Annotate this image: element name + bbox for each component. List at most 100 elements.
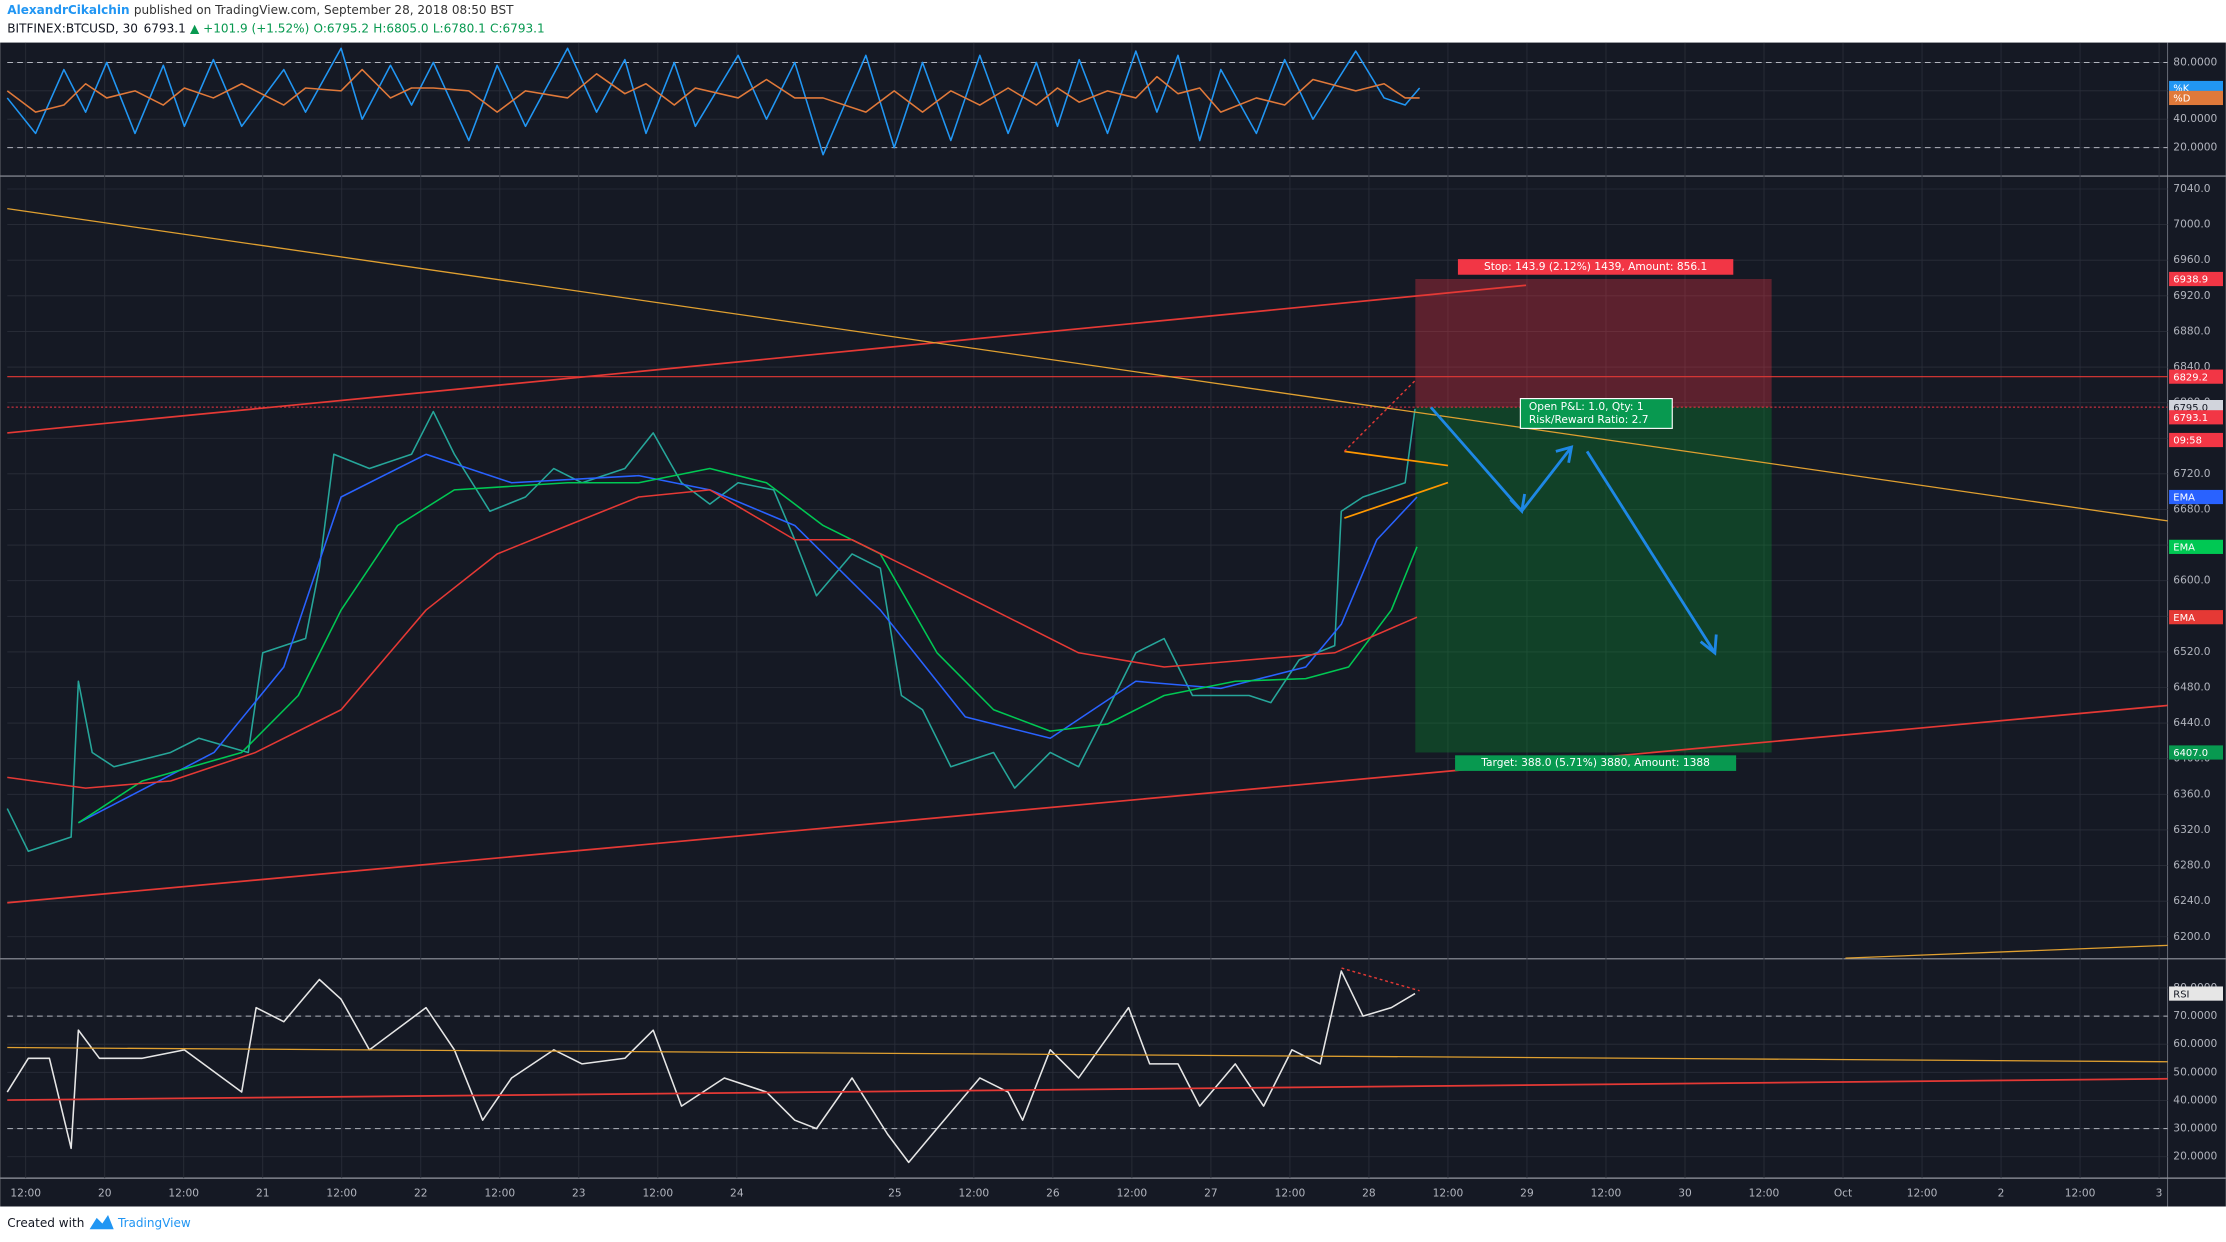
- low: L:6780.1: [433, 21, 486, 35]
- overlays: 12:00 20 12:00 21 12:00 22 12:00 23 12:00 24 25 12:…: [10, 80, 2223, 1200]
- chart-bg: [0, 42, 2226, 1207]
- y-tick-label: 50.0000: [2173, 1065, 2217, 1078]
- y-tick-label: 6440.0: [2173, 716, 2210, 729]
- trend-line: [7, 208, 2168, 522]
- y-tick-label: 40.0000: [2173, 112, 2217, 125]
- symbol-line: BITFINEX:BTCUSD, 30 6793.1 ▲ +101.9 (+1.52…: [7, 21, 544, 35]
- y-tick-label: 6240.0: [2173, 894, 2210, 907]
- series-label: RSI: [2173, 989, 2189, 1000]
- created-with: Created with: [7, 1216, 84, 1230]
- stop-zone: [1415, 278, 1772, 408]
- x-tick-label: 12:00: [1433, 1187, 1464, 1200]
- x-tick-label: 28: [1362, 1187, 1376, 1200]
- y-tick-label: 40.0000: [2173, 1093, 2217, 1106]
- y-tick-label: 80.0000: [2173, 55, 2217, 68]
- pennant-line: [1344, 450, 1449, 467]
- rsi-trend-line: [7, 1046, 2168, 1063]
- x-tick-label: 12:00: [1275, 1187, 1306, 1200]
- x-tick-label: 20: [98, 1187, 112, 1200]
- x-tick-label: 22: [414, 1187, 428, 1200]
- brand[interactable]: TradingView: [117, 1216, 191, 1230]
- arrow-head: [1555, 445, 1574, 463]
- x-tick-label: 24: [730, 1187, 744, 1200]
- x-tick-label: 3: [2156, 1187, 2163, 1200]
- x-tick-label: 12:00: [10, 1187, 41, 1200]
- series-line: [6, 47, 1421, 156]
- series-label-bg: [2169, 90, 2223, 106]
- x-tick-label: 12:00: [1117, 1187, 1148, 1200]
- y-tick-label: 70.0000: [2173, 1009, 2217, 1022]
- x-tick-label: 12:00: [484, 1187, 515, 1200]
- trend-line: [7, 284, 1527, 434]
- x-tick-label: 27: [1204, 1187, 1218, 1200]
- x-tick-label: 12:00: [326, 1187, 357, 1200]
- y-tick-label: 6680.0: [2173, 502, 2210, 515]
- x-tick-label: 21: [256, 1187, 270, 1200]
- author[interactable]: AlexandrCikalchin: [7, 2, 129, 16]
- x-tick-label: 26: [1046, 1187, 1060, 1200]
- marks: [6, 47, 1421, 1164]
- level-badge-bg: [2169, 369, 2223, 384]
- series-label-bg: [2169, 539, 2223, 554]
- countdown-bg: [2169, 432, 2223, 448]
- target-label-bg: [1455, 755, 1737, 771]
- stop-label: Stop: 143.9 (2.12%) 1439, Amount: 856.1: [1484, 260, 1707, 273]
- y-tick-label: 6720.0: [2173, 467, 2210, 480]
- entry-badge: 6795.0: [2173, 403, 2208, 414]
- x-tick-label: 12:00: [1591, 1187, 1622, 1200]
- arrow-head: [1699, 634, 1718, 656]
- x-tick-label: 12:00: [1749, 1187, 1780, 1200]
- grid: 20.0000 40.0000 60.0000 80.0000 6200.0 6240.0…: [7, 42, 2217, 1179]
- open: O:6795.2: [314, 21, 369, 35]
- y-tick-label: 6360.0: [2173, 787, 2210, 800]
- pennant-line: [1344, 481, 1449, 519]
- y-tick-label: 60.0000: [2173, 1037, 2217, 1050]
- series-label-bg: [2169, 489, 2223, 505]
- target-zone: [1415, 407, 1772, 753]
- pnl-bg: [1519, 398, 1673, 429]
- trend-line: [7, 704, 2168, 904]
- x-tick-label: 23: [572, 1187, 586, 1200]
- series-label-bg: [2169, 986, 2223, 1001]
- x-tick-label: 12:00: [959, 1187, 990, 1200]
- y-tick-label: 7040.0: [2173, 182, 2210, 195]
- rsi-divergence: [1341, 967, 1420, 992]
- series-line: [6, 408, 1416, 853]
- series-line: [78, 453, 1418, 824]
- y-tick-label: 7000.0: [2173, 218, 2210, 231]
- brand-logo: [89, 1215, 114, 1230]
- series-line: [77, 467, 1418, 824]
- drawings: [7, 208, 2168, 1101]
- y-tick-label: 20.0000: [2173, 1150, 2217, 1163]
- change: ▲ +101.9 (+1.52%): [190, 21, 309, 35]
- footer-bg: [0, 1206, 2226, 1242]
- y-tick-label: 6320.0: [2173, 823, 2210, 836]
- rsi-trend-line: [7, 1077, 2168, 1101]
- symbol: BITFINEX:BTCUSD, 30: [7, 21, 138, 35]
- pnl-label: Open P&L: 1.0, Qty: 1: [1529, 400, 1644, 413]
- stop-badge-bg: [2169, 271, 2223, 287]
- projection-arrow: [1585, 450, 1717, 654]
- x-tick-label: 30: [1678, 1187, 1692, 1200]
- target-label: Target: 388.0 (5.71%) 3880, Amount: 1388: [1480, 756, 1710, 769]
- last-price-badge-bg: [2169, 410, 2223, 425]
- series-label: %D: [2173, 94, 2190, 105]
- x-tick-label: 12:00: [2065, 1187, 2096, 1200]
- published: published on TradingView.com, September …: [134, 2, 514, 16]
- series-label: EMA: [2173, 543, 2195, 554]
- x-tick-label: 12:00: [643, 1187, 674, 1200]
- header-bg: [0, 0, 2226, 43]
- series-label: EMA: [2173, 613, 2195, 624]
- y-tick-label: 20.0000: [2173, 141, 2217, 154]
- y-tick-label: 6280.0: [2173, 859, 2210, 872]
- x-tick-label: 12:00: [1907, 1187, 1938, 1200]
- y-tick-label: 6960.0: [2173, 253, 2210, 266]
- y-tick-label: 6600.0: [2173, 574, 2210, 587]
- stop-label-bg: [1457, 259, 1734, 275]
- target-badge: 6407.0: [2173, 748, 2208, 759]
- arrow-head: [1509, 493, 1527, 514]
- target-badge-bg: [2169, 745, 2223, 760]
- level-badge: 6829.2: [2173, 372, 2208, 383]
